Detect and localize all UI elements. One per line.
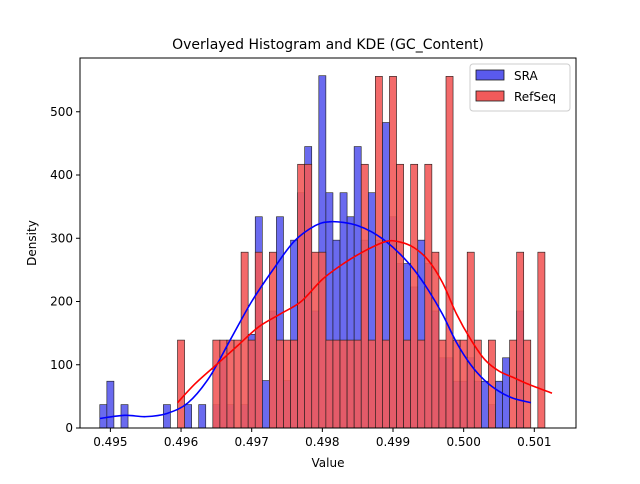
bar-refseq: [375, 76, 383, 429]
bar-refseq: [233, 339, 242, 429]
x-tick-label: 0.500: [446, 435, 480, 449]
bar-refseq: [311, 251, 320, 429]
y-tick-label: 500: [50, 105, 73, 119]
legend-label-sra: SRA: [514, 69, 538, 83]
legend-swatch-sra: [475, 69, 505, 81]
bar-refseq: [367, 339, 376, 429]
y-axis-label: Density: [25, 220, 39, 266]
bar-refseq: [424, 163, 433, 429]
bar-refseq: [212, 339, 221, 429]
bar-sra: [502, 357, 510, 429]
bar-refseq: [438, 339, 447, 429]
y-tick-label: 200: [50, 295, 73, 309]
bar-refseq: [290, 339, 298, 429]
bar-refseq: [396, 163, 404, 429]
bar-refseq: [452, 339, 461, 429]
bar-sra: [163, 404, 171, 429]
bar-sra: [481, 380, 489, 429]
kde-line-sra: [99, 220, 531, 420]
kde-line-refseq: [176, 239, 553, 404]
bar-refseq: [353, 339, 362, 429]
bar-refseq: [177, 339, 185, 429]
bar-refseq: [445, 76, 454, 429]
bar-sra: [495, 380, 503, 429]
bar-refseq: [276, 339, 284, 429]
x-tick-label: 0.496: [164, 435, 198, 449]
bar-refseq: [339, 339, 348, 429]
x-axis-label: Value: [312, 456, 345, 470]
legend: SRA RefSeq: [469, 63, 571, 112]
y-tick-label: 0: [65, 421, 73, 435]
legend-label-refseq: RefSeq: [514, 90, 556, 104]
bar-refseq: [325, 339, 334, 429]
bar-refseq: [269, 251, 277, 429]
bar-refseq: [346, 339, 355, 429]
bar-refseq: [431, 251, 440, 429]
chart-title: Overlayed Histogram and KDE (GC_Content): [172, 37, 484, 53]
x-tick-label: 0.501: [517, 435, 551, 449]
bar-refseq: [537, 251, 546, 429]
kde-layer: [99, 220, 553, 420]
bar-sra: [99, 404, 108, 429]
plot-frame: [79, 57, 577, 429]
bar-refseq: [389, 76, 397, 429]
bar-sra: [261, 380, 270, 429]
x-tick-label: 0.498: [305, 435, 339, 449]
x-tick-label: 0.499: [376, 435, 410, 449]
x-tick-label: 0.497: [235, 435, 269, 449]
bar-refseq: [360, 163, 369, 429]
bar-sra: [184, 404, 192, 429]
bar-refseq: [283, 339, 291, 429]
bar-refseq: [509, 339, 517, 429]
y-tick-label: 100: [50, 358, 73, 372]
bar-sra: [198, 404, 207, 429]
bar-refseq: [382, 339, 390, 429]
bar-refseq: [297, 163, 305, 429]
bar-refseq: [403, 339, 411, 429]
y-tick-label: 400: [50, 168, 73, 182]
bar-refseq: [254, 251, 263, 429]
legend-swatch-refseq: [475, 90, 505, 102]
bar-refseq: [417, 339, 426, 429]
x-tick-label: 0.495: [93, 435, 127, 449]
bar-sra: [106, 380, 115, 429]
y-tick-label: 300: [50, 231, 73, 245]
bar-refseq: [247, 339, 256, 429]
ticks-layer: 0.495 0.496 0.497 0.498 0.499 0.500 0.501 0 100 2…: [50, 105, 551, 449]
bar-refseq: [410, 163, 419, 429]
bar-refseq: [332, 339, 341, 429]
